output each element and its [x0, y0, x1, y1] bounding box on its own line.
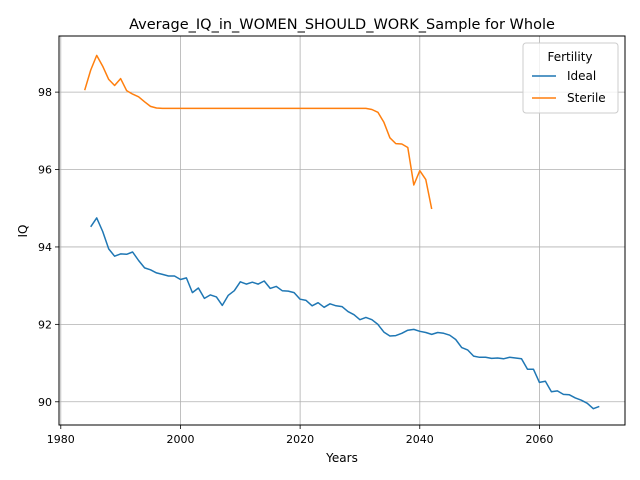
y-tick-label: 98 — [38, 86, 52, 99]
legend: Fertility Ideal Sterile — [522, 42, 619, 114]
x-tick-label: 2060 — [525, 433, 553, 446]
y-axis-label: IQ — [16, 225, 30, 238]
legend-title: Fertility — [547, 50, 592, 64]
y-tick-label: 90 — [38, 396, 52, 409]
series-line-ideal — [90, 217, 600, 410]
plot-frame — [58, 35, 626, 426]
x-axis-ticks: 1980 2000 2020 2040 2060 — [47, 425, 553, 446]
y-tick-label: 92 — [38, 318, 52, 331]
legend-box — [522, 42, 619, 114]
series-lines — [83, 54, 600, 410]
x-tick-label: 2000 — [166, 433, 194, 446]
y-axis-ticks: 90 92 94 96 98 — [38, 86, 59, 409]
chart-title: Average_IQ_in_WOMEN_SHOULD_WORK_Sample f… — [129, 17, 555, 33]
x-tick-label: 2020 — [286, 433, 314, 446]
x-axis-label: Years — [325, 451, 358, 465]
x-tick-label: 1980 — [47, 433, 75, 446]
y-tick-label: 96 — [38, 164, 52, 177]
y-tick-label: 94 — [38, 241, 52, 254]
legend-label-ideal: Ideal — [567, 69, 596, 83]
x-tick-label: 2040 — [406, 433, 434, 446]
series-line-sterile — [83, 54, 433, 210]
legend-label-sterile: Sterile — [567, 91, 606, 105]
